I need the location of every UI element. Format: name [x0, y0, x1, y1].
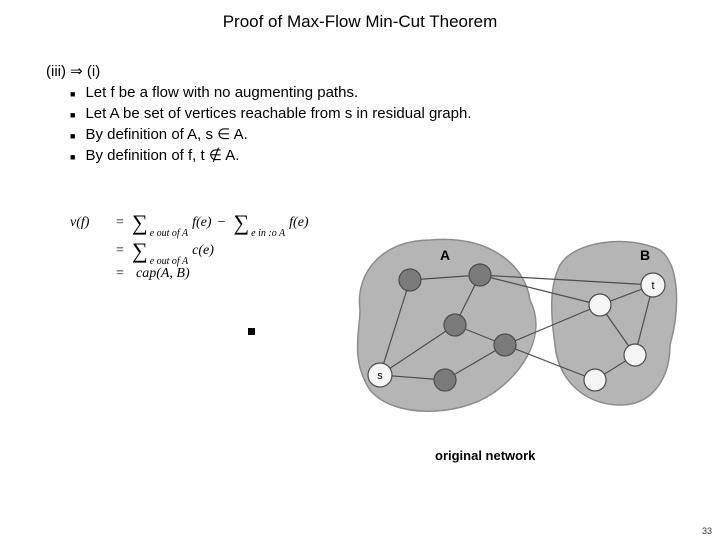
page-title: Proof of Max-Flow Min-Cut Theorem [0, 0, 720, 32]
page-number: 33 [702, 526, 712, 536]
implication-rhs: (i) [87, 63, 100, 80]
math-lhs: v(f) [70, 215, 110, 231]
svg-text:B: B [640, 247, 650, 263]
math-term: cap(A, B) [136, 266, 190, 282]
math-sub: e in :o A [251, 228, 285, 239]
implies-symbol: ⇒ [70, 63, 83, 80]
bullet-icon: ■ [70, 109, 75, 122]
bullet-list: ■ Let f be a flow with no augmenting path… [0, 80, 720, 166]
math-row-1: v(f) = ∑ e out of A f(e) − ∑ e in :o A f… [70, 210, 309, 236]
bullet-icon: ■ [70, 151, 75, 164]
sigma-icon: ∑ [132, 238, 148, 264]
list-item: ■ Let f be a flow with no augmenting path… [70, 82, 720, 103]
minus-icon: − [218, 215, 226, 231]
bullet-text: Let f be a flow with no augmenting paths… [85, 82, 358, 103]
math-term: f(e) [192, 215, 211, 231]
implication-lhs: (iii) [46, 63, 66, 80]
bullet-text: By definition of f, t ∉ A. [85, 145, 239, 166]
bullet-icon: ■ [70, 88, 75, 101]
list-item: ■ By definition of A, s ∈ A. [70, 124, 720, 145]
diagram-caption: original network [435, 448, 535, 463]
bullet-text: By definition of A, s ∈ A. [85, 124, 247, 145]
qed-icon [248, 328, 255, 335]
list-item: ■ By definition of f, t ∉ A. [70, 145, 720, 166]
equals-icon: = [110, 215, 130, 231]
bullet-icon: ■ [70, 130, 75, 143]
sigma-icon: ∑ [132, 210, 148, 236]
sigma-icon: ∑ [233, 210, 249, 236]
math-term: c(e) [192, 243, 214, 259]
svg-text:A: A [440, 247, 450, 263]
equals-icon: = [110, 243, 130, 259]
bullet-text: Let A be set of vertices reachable from … [85, 103, 471, 124]
math-sub: e out of A [150, 256, 188, 267]
math-sub: e out of A [150, 228, 188, 239]
math-row-3: = cap(A, B) [70, 266, 309, 282]
implication-line: (iii) ⇒ (i) [0, 32, 720, 80]
math-term: f(e) [289, 215, 308, 231]
network-diagram: s t A B [350, 230, 680, 430]
equals-icon: = [110, 266, 130, 282]
math-derivation: v(f) = ∑ e out of A f(e) − ∑ e in :o A f… [70, 210, 309, 284]
svg-text:s: s [377, 370, 383, 382]
math-row-2: = ∑ e out of A c(e) [70, 238, 309, 264]
list-item: ■ Let A be set of vertices reachable from… [70, 103, 720, 124]
svg-text:t: t [651, 280, 654, 292]
